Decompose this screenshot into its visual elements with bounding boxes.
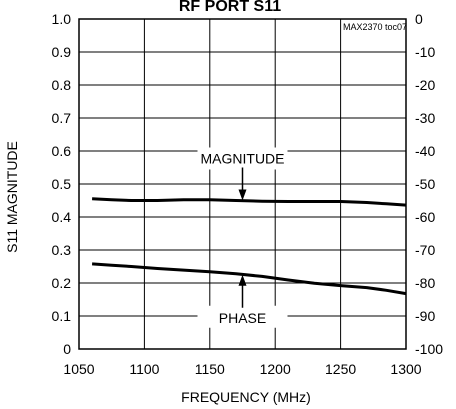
y2-tick-label: -10: [415, 44, 435, 60]
y-tick-label: 0.2: [52, 275, 72, 291]
chart-title: RF PORT S11: [179, 0, 281, 15]
y2-tick-label: -20: [415, 77, 435, 93]
y2-tick-label: -70: [415, 242, 435, 258]
y2-tick-label: -100: [415, 341, 443, 357]
x-axis-ticks: 1050 1100 1150 1200 1250 1300: [63, 361, 421, 377]
y2-tick-label: -50: [415, 176, 435, 192]
x-axis-title: FREQUENCY (MHz): [181, 389, 311, 405]
left-axis-ticks: 0 0.1 0.2 0.3 0.4 0.5 0.6 0.7 0.8 0.9 1.0: [52, 11, 72, 357]
plot-frame: [78, 18, 407, 350]
x-tick-label: 1100: [129, 361, 159, 377]
y2-tick-label: -90: [415, 308, 435, 324]
y-tick-label: 0.6: [52, 143, 72, 159]
y-tick-label: 0.3: [52, 242, 72, 258]
x-tick-label: 1300: [390, 361, 421, 377]
y2-tick-label: -30: [415, 110, 435, 126]
y-tick-label: 0.7: [52, 110, 72, 126]
series-line-magnitude: [92, 197, 407, 207]
annotation-phase-backdrop: [197, 305, 288, 328]
annotation-phase-label: PHASE: [219, 310, 266, 326]
annotation-phase-arrowhead: [238, 274, 247, 286]
chart-tag: MAX2370 toc07: [343, 22, 407, 32]
x-tick-label: 1250: [325, 361, 356, 377]
right-axis-ticks: -100-90-80-70-60-50-40-30-20-100: [415, 11, 443, 357]
y2-tick-label: 0: [415, 11, 423, 27]
y2-tick-label: -60: [415, 209, 435, 225]
annotation-magnitude-arrowhead: [238, 189, 247, 201]
y2-tick-label: -40: [415, 143, 435, 159]
y-tick-label: 0: [63, 341, 71, 357]
x-tick-label: 1150: [195, 361, 225, 377]
y-tick-label: 0.5: [52, 176, 72, 192]
y2-tick-label: -80: [415, 275, 435, 291]
y-tick-label: 0.4: [52, 209, 72, 225]
x-tick-label: 1050: [63, 361, 94, 377]
series-line-phase: [92, 262, 407, 296]
annotation-magnitude-label: MAGNITUDE: [201, 151, 285, 167]
y-tick-label: 1.0: [52, 11, 72, 27]
x-tick-label: 1200: [260, 361, 291, 377]
y-tick-label: 0.8: [52, 77, 72, 93]
annotation-magnitude-backdrop: [197, 147, 288, 170]
y-tick-label: 0.9: [52, 44, 72, 60]
y-axis-title: S11 MAGNITUDE: [4, 141, 20, 253]
series-annotations: MAGNITUDE PHASE: [197, 147, 288, 328]
y-tick-label: 0.1: [52, 308, 72, 324]
series-lines: [92, 197, 407, 296]
